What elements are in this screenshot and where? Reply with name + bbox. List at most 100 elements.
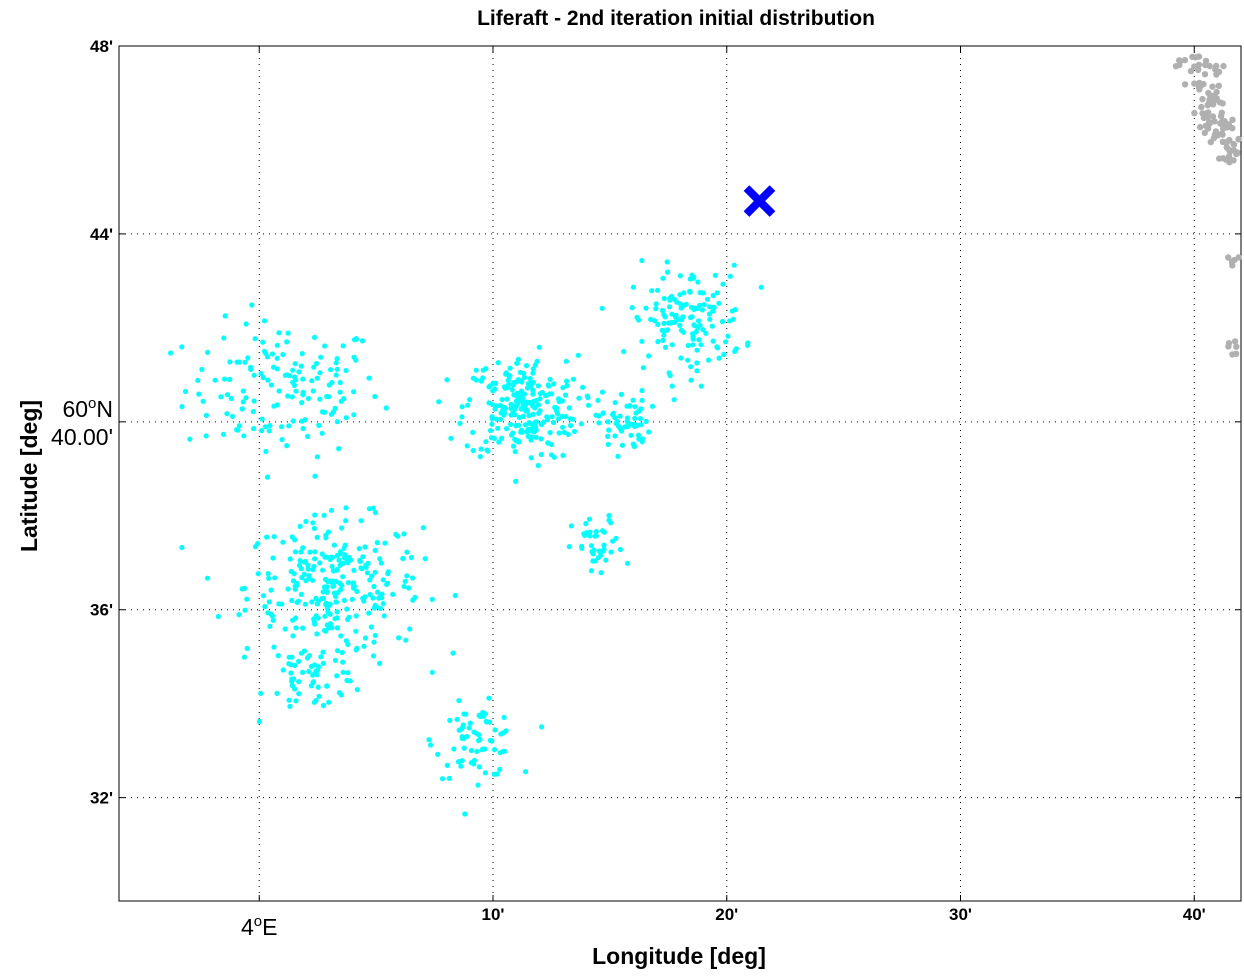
particle-point (240, 388, 246, 394)
particle-point (266, 599, 272, 605)
particle-point (315, 684, 321, 690)
particle-point (501, 748, 508, 755)
particle-point (287, 373, 293, 379)
particle-point (333, 360, 339, 366)
particle-point (503, 426, 510, 432)
particle-point (358, 518, 364, 524)
particle-point (528, 455, 534, 461)
particle-point (499, 397, 505, 403)
particle-point (307, 549, 313, 555)
particle-point (617, 546, 624, 553)
particle-point (564, 378, 570, 384)
particle-point (467, 720, 473, 726)
particle-point (601, 542, 607, 548)
particle-point (596, 420, 602, 426)
particle-point (318, 654, 324, 660)
particle-point (338, 633, 344, 639)
particle-point (649, 403, 656, 409)
particle-point (311, 699, 317, 705)
particle-point (312, 621, 318, 627)
particle-point (695, 279, 701, 285)
particle-point (203, 433, 209, 439)
land-point (1195, 61, 1203, 68)
particle-point (640, 365, 647, 371)
particle-point (340, 343, 346, 349)
particle-point (592, 533, 598, 539)
particle-point (402, 578, 408, 585)
particle-point (471, 757, 478, 764)
particle-point (340, 659, 346, 665)
particle-point (477, 454, 483, 460)
particle-point (337, 389, 343, 395)
particle-point (345, 670, 351, 676)
particle-point (603, 557, 609, 563)
particle-point (564, 383, 570, 389)
land-point (1181, 81, 1189, 88)
particle-point (279, 437, 285, 443)
particle-point (369, 573, 375, 579)
land-point (1230, 157, 1237, 164)
particle-point (526, 413, 532, 419)
particle-point (377, 605, 383, 612)
particle-point (461, 745, 467, 751)
particle-point (651, 318, 658, 324)
particle-point (606, 427, 612, 433)
particle-point (688, 377, 694, 383)
particle-point (341, 554, 347, 561)
particle-point (521, 374, 528, 381)
particle-point (312, 512, 318, 518)
y-tick-label: 32' (90, 789, 113, 808)
particle-point (289, 654, 295, 660)
particle-point (336, 557, 342, 563)
particle-point (606, 512, 612, 519)
particle-point (553, 408, 560, 414)
particle-point (310, 672, 316, 678)
particle-point (286, 697, 292, 703)
particle-point (512, 412, 518, 418)
particle-point (547, 376, 553, 382)
particle-point (548, 391, 555, 397)
particle-point (239, 406, 245, 412)
particle-point (513, 423, 519, 429)
particle-point (598, 570, 604, 576)
particle-point (610, 538, 616, 544)
particle-point (494, 403, 500, 409)
particle-point (252, 336, 258, 342)
land-point (1225, 343, 1232, 350)
particle-point (271, 644, 277, 650)
particle-point (359, 338, 366, 344)
land-point (1218, 109, 1226, 117)
particle-point (530, 391, 536, 397)
particle-point (328, 507, 335, 513)
particle-point (287, 556, 293, 562)
particle-point (329, 379, 335, 386)
particle-point (335, 648, 341, 654)
particle-point (396, 635, 402, 641)
particle-point (520, 403, 526, 409)
particle-point (690, 336, 696, 342)
particle-point (260, 593, 267, 599)
particle-point (319, 551, 325, 557)
particle-point (378, 560, 384, 566)
land-point (1230, 141, 1238, 148)
particle-point (371, 639, 377, 645)
y-tick-label: 36' (90, 601, 113, 620)
particle-point (390, 591, 396, 598)
particle-point (265, 571, 271, 577)
particle-point (296, 679, 302, 685)
particle-point (311, 525, 317, 532)
particle-point (533, 434, 539, 440)
land-point (1196, 79, 1203, 87)
particle-point (489, 738, 495, 744)
particle-point (298, 650, 304, 656)
particle-point (222, 376, 228, 382)
particle-point (495, 360, 501, 366)
particle-point (456, 759, 462, 765)
particle-point (260, 339, 266, 345)
particle-point (351, 354, 357, 360)
land-point (1211, 118, 1218, 125)
particle-point (662, 344, 669, 350)
land-point (1200, 114, 1208, 122)
particle-point (305, 395, 311, 402)
particle-point (612, 400, 618, 406)
